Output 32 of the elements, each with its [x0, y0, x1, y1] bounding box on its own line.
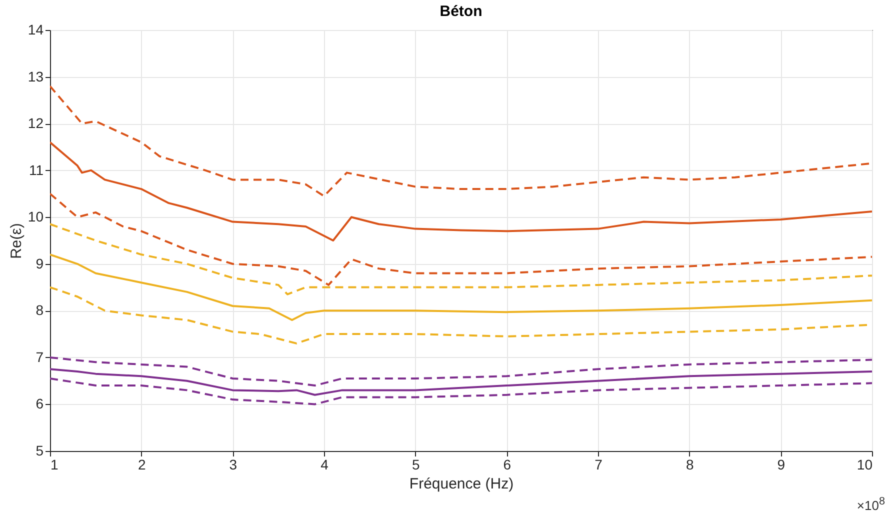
y-tick-label: 9 [36, 255, 44, 272]
x-tick-label: 7 [594, 456, 603, 472]
x-tick-label: 1 [50, 456, 58, 472]
y-tick-label: 5 [36, 442, 44, 458]
y-tick-label: 6 [36, 396, 44, 412]
x-tick-label: 9 [777, 456, 786, 472]
y-tick-label: 10 [28, 208, 44, 225]
y-tick-label: 14 [28, 22, 44, 38]
chart-title: Béton [440, 3, 482, 20]
y-tick-label: 7 [36, 348, 44, 365]
x-axis-title: Fréquence (Hz) [409, 476, 514, 492]
line-series [50, 377, 872, 406]
x-tick-label: 6 [503, 456, 512, 472]
line-series [50, 356, 872, 387]
x-tick-label: 4 [320, 456, 329, 472]
line-series [50, 85, 872, 198]
x-tick-label: 8 [686, 456, 694, 472]
y-tick-label: 11 [28, 162, 44, 178]
line-series [50, 368, 872, 396]
y-axis-title: Re(ε) [8, 223, 25, 259]
line-series [50, 254, 872, 322]
text: ×10$^{8}$ [856, 496, 885, 514]
line-series [50, 141, 872, 242]
y-tick-label: 12 [28, 115, 44, 132]
x-tick-label: 10 [856, 456, 873, 472]
line-series [50, 192, 872, 286]
x-tick-label: 3 [229, 456, 238, 472]
y-tick-label: 8 [36, 302, 44, 318]
line-series [50, 223, 872, 296]
y-tick-label: 13 [28, 68, 44, 84]
x-tick-label: 5 [412, 456, 420, 472]
x-tick-label: 2 [138, 456, 146, 472]
